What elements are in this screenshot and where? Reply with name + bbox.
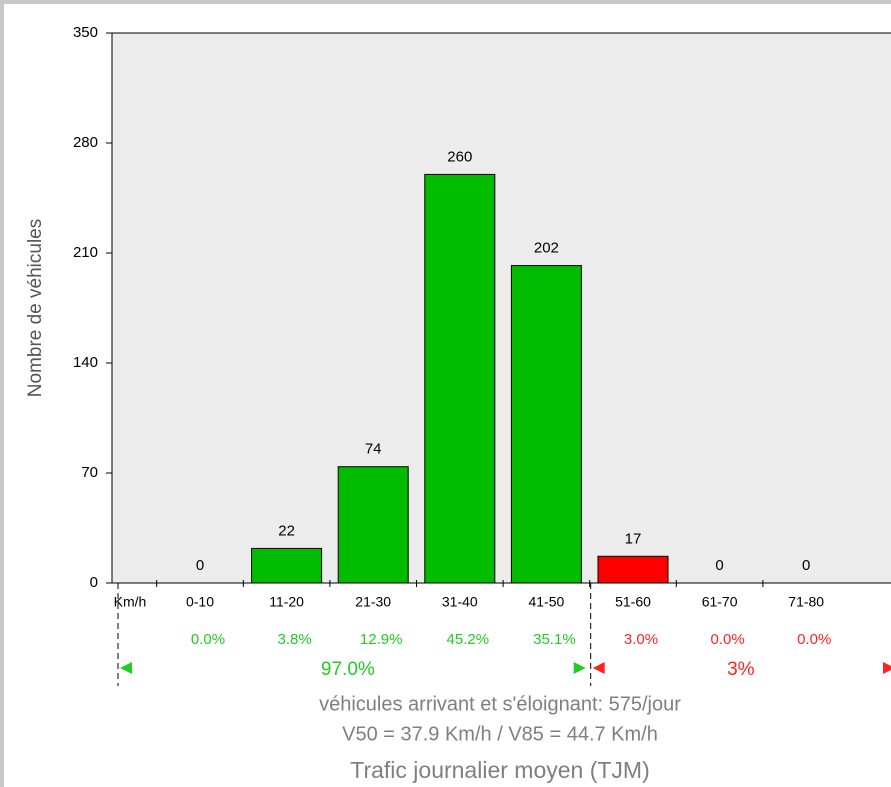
group-arrow <box>592 662 605 674</box>
y-tick-label: 0 <box>90 574 98 591</box>
value-label: 0 <box>802 557 810 574</box>
x-tick-label: 31-40 <box>442 594 478 610</box>
bar <box>337 466 409 584</box>
value-label: 17 <box>625 530 642 547</box>
percentage-label: 3.0% <box>624 631 658 648</box>
value-label: 260 <box>447 148 472 165</box>
percentage-label: 0.0% <box>710 631 744 648</box>
bar <box>424 173 496 584</box>
value-label: 0 <box>715 557 723 574</box>
percentage-label: 35.1% <box>533 631 576 648</box>
group-arrow <box>573 662 586 674</box>
x-tick-label: 51-60 <box>615 594 651 610</box>
percentage-label: 12.9% <box>360 631 403 648</box>
x-tick-label: 61-70 <box>702 594 738 610</box>
footer-text: V50 = 37.9 Km/h / V85 = 44.7 Km/h <box>342 723 658 745</box>
y-tick-label: 140 <box>73 354 98 371</box>
plot-area <box>111 32 891 584</box>
x-tick-label: 11-20 <box>269 594 304 610</box>
group-arrow <box>883 662 891 674</box>
y-tick-label: 350 <box>73 24 98 41</box>
footer-text: Trafic journalier moyen (TJM) <box>350 757 649 783</box>
x-tick-label: 41-50 <box>528 594 564 610</box>
value-label: 74 <box>365 441 382 458</box>
percentage-label: 3.8% <box>277 631 311 648</box>
x-tick-label: 71-80 <box>788 594 824 610</box>
value-label: 202 <box>534 240 559 257</box>
footer-text: véhicules arrivant et s'éloignant: 575/j… <box>319 693 681 715</box>
x-unit-label: Km/h <box>114 594 147 610</box>
y-tick-label: 280 <box>73 134 98 151</box>
bar <box>510 265 582 584</box>
bar <box>251 547 323 584</box>
group-arrow <box>120 662 132 674</box>
group-label: 3% <box>727 659 755 680</box>
value-label: 22 <box>278 522 295 539</box>
y-tick-label: 210 <box>73 244 98 261</box>
percentage-label: 0.0% <box>797 631 831 648</box>
percentage-label: 45.2% <box>447 631 490 648</box>
bar <box>597 555 669 584</box>
x-tick-label: 21-30 <box>355 594 391 610</box>
percentage-label: 0.0% <box>191 631 225 648</box>
y-axis-label: Nombre de véhicules <box>25 219 46 397</box>
x-tick-label: 0-10 <box>186 594 214 610</box>
value-label: 0 <box>196 557 204 574</box>
y-tick-label: 70 <box>81 464 98 481</box>
group-label: 97.0% <box>321 659 375 680</box>
